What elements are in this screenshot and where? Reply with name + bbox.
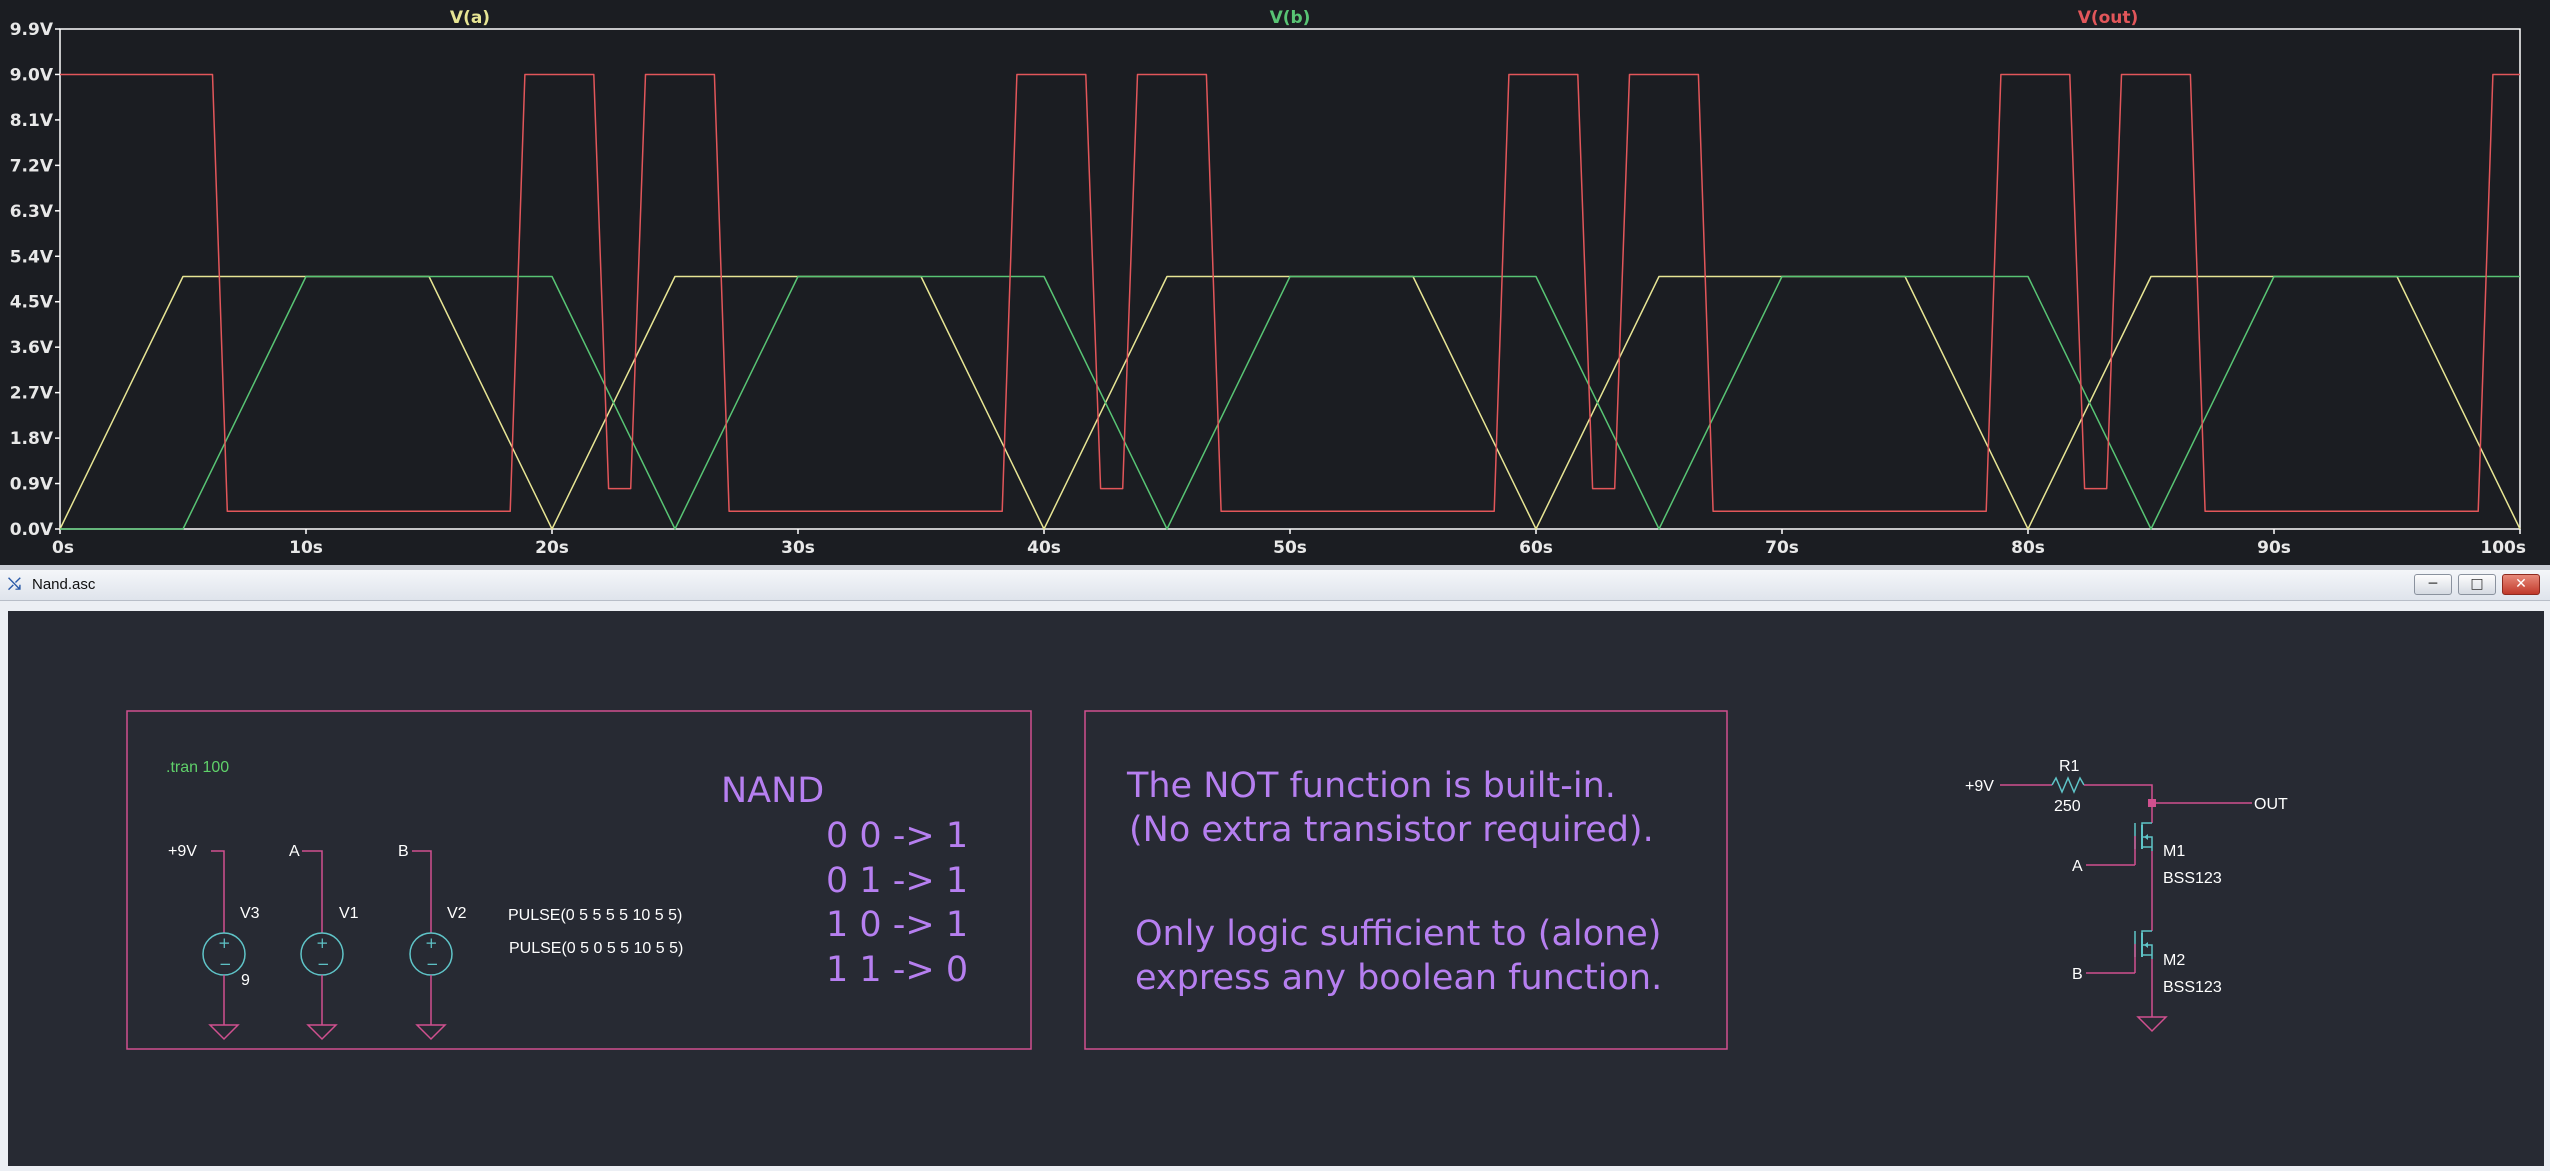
- traces: [59, 73, 2521, 530]
- net-label-b: B: [398, 843, 409, 860]
- source-name-v1: V1: [339, 905, 359, 922]
- x-tick-label: 0s: [52, 538, 74, 558]
- note-line: Only logic sufficient to (alone): [1135, 914, 1661, 954]
- x-tick-label: 60s: [1519, 538, 1553, 558]
- y-axis: 0.0V 0.9V 1.8V 2.7V 3.6V 4.5V 5.4V 6.3V 7.2V 8.1V…: [10, 20, 60, 540]
- minimize-button[interactable]: ─: [2414, 574, 2452, 595]
- svg-text:−: −: [317, 955, 330, 973]
- ground-icon: [208, 1024, 240, 1041]
- trace-label-vb[interactable]: V(b): [1270, 8, 1311, 28]
- waveform-plot[interactable]: 0.0V 0.9V 1.8V 2.7V 3.6V 4.5V 5.4V 6.3V 7.2V 8.1V…: [0, 0, 2550, 565]
- mosfet-m1[interactable]: M1 BSS123: [2134, 822, 2222, 887]
- ground-icon: [306, 1024, 338, 1041]
- net-label-9v: +9V: [168, 843, 197, 860]
- plot-frame: [59, 28, 2521, 530]
- resistor-value: 250: [2054, 798, 2081, 815]
- output-label: OUT: [2254, 796, 2288, 813]
- schematic-titlebar[interactable]: ⤯ Nand.asc ─ □ ✕: [0, 570, 2550, 601]
- y-tick-label: 9.9V: [10, 20, 54, 40]
- schematic-canvas[interactable]: .tran 100 +9V + − V3 9 A + − V1: [8, 611, 2544, 1166]
- gate-label-a: A: [2072, 858, 2083, 875]
- note-line: express any boolean function.: [1135, 958, 1662, 998]
- mosfet-model-m1: BSS123: [2163, 870, 2222, 887]
- note-line: (No extra transistor required).: [1129, 810, 1654, 850]
- resistor-icon: [2051, 776, 2085, 794]
- x-tick-label: 50s: [1273, 538, 1307, 558]
- schematic-drawing[interactable]: .tran 100 +9V + − V3 9 A + − V1: [8, 611, 2544, 1166]
- truth-row: 0 1 -> 1: [826, 861, 968, 901]
- resistor-name: R1: [2059, 758, 2080, 775]
- waveform-plot-window[interactable]: 0.0V 0.9V 1.8V 2.7V 3.6V 4.5V 5.4V 6.3V 7.2V 8.1V…: [0, 0, 2550, 565]
- x-tick-label: 40s: [1027, 538, 1061, 558]
- source-name-v2: V2: [447, 905, 467, 922]
- source-v2[interactable]: B + − V2: [398, 843, 467, 1041]
- x-tick-label: 70s: [1765, 538, 1799, 558]
- tran-directive[interactable]: .tran 100: [166, 759, 229, 776]
- mosfet-m2[interactable]: M2 BSS123: [2134, 930, 2222, 996]
- trace-vout: [60, 73, 2520, 513]
- nand-circuit[interactable]: +9V R1 250 OUT M1: [1965, 758, 2288, 1033]
- source-name-v3: V3: [240, 905, 260, 922]
- supply-label: +9V: [1965, 778, 1994, 795]
- svg-text:+: +: [218, 934, 231, 952]
- x-axis: 0s 10s 20s 30s 40s 50s 60s 70s 80s 90s 100s: [52, 529, 2526, 558]
- mosfet-name-m1: M1: [2163, 843, 2185, 860]
- x-tick-label: 20s: [535, 538, 569, 558]
- sources-box: [126, 710, 1032, 1050]
- x-tick-label: 80s: [2011, 538, 2045, 558]
- truth-row: 1 1 -> 0: [826, 950, 968, 990]
- y-tick-label: 7.2V: [10, 156, 54, 176]
- trace-label-va[interactable]: V(a): [450, 8, 490, 28]
- y-tick-label: 9.0V: [10, 65, 54, 85]
- source-value-v3: 9: [241, 972, 250, 989]
- y-tick-label: 8.1V: [10, 111, 54, 131]
- window-title: Nand.asc: [32, 576, 96, 593]
- schematic-window: ⤯ Nand.asc ─ □ ✕ .tran 100 +9V + − V3 9: [0, 570, 2550, 1171]
- x-tick-label: 100s: [2480, 538, 2526, 558]
- y-tick-label: 6.3V: [10, 202, 54, 222]
- truth-row: 1 0 -> 1: [826, 905, 968, 945]
- maximize-button[interactable]: □: [2458, 574, 2496, 595]
- trace-legend: V(a) V(b) V(out): [450, 8, 2138, 28]
- svg-text:+: +: [425, 934, 438, 952]
- truth-row: 0 0 -> 1: [826, 816, 968, 856]
- y-tick-label: 0.0V: [10, 520, 54, 540]
- source-v1[interactable]: A + − V1: [289, 843, 359, 1041]
- pulse-spec-b[interactable]: PULSE(0 5 0 5 5 10 5 5): [509, 940, 683, 957]
- x-tick-label: 10s: [289, 538, 323, 558]
- ground-icon: [2136, 1016, 2168, 1033]
- trace-label-vout[interactable]: V(out): [2078, 8, 2139, 28]
- y-tick-label: 1.8V: [10, 429, 54, 449]
- y-tick-label: 0.9V: [10, 475, 54, 495]
- x-tick-label: 90s: [2257, 538, 2291, 558]
- gate-label-b: B: [2072, 966, 2083, 983]
- svg-text:−: −: [219, 955, 232, 973]
- ltspice-icon: ⤯: [8, 574, 21, 593]
- source-v3[interactable]: +9V + − V3 9: [168, 843, 260, 1041]
- pulse-spec-a[interactable]: PULSE(0 5 5 5 5 10 5 5): [508, 907, 682, 924]
- trace-vb: [60, 275, 2520, 530]
- y-tick-label: 3.6V: [10, 338, 54, 358]
- note-box: [1084, 710, 1728, 1050]
- note-line: The NOT function is built-in.: [1126, 766, 1616, 806]
- net-label-a: A: [289, 843, 300, 860]
- y-tick-label: 5.4V: [10, 247, 54, 267]
- y-tick-label: 2.7V: [10, 384, 54, 404]
- x-tick-label: 30s: [781, 538, 815, 558]
- svg-text:+: +: [316, 934, 329, 952]
- mosfet-model-m2: BSS123: [2163, 979, 2222, 996]
- svg-text:−: −: [426, 955, 439, 973]
- close-button[interactable]: ✕: [2502, 574, 2540, 595]
- trace-va: [59, 275, 2521, 530]
- y-tick-label: 4.5V: [10, 293, 54, 313]
- mosfet-name-m2: M2: [2163, 952, 2185, 969]
- truth-table-title: NAND: [721, 771, 824, 811]
- ground-icon: [415, 1024, 447, 1041]
